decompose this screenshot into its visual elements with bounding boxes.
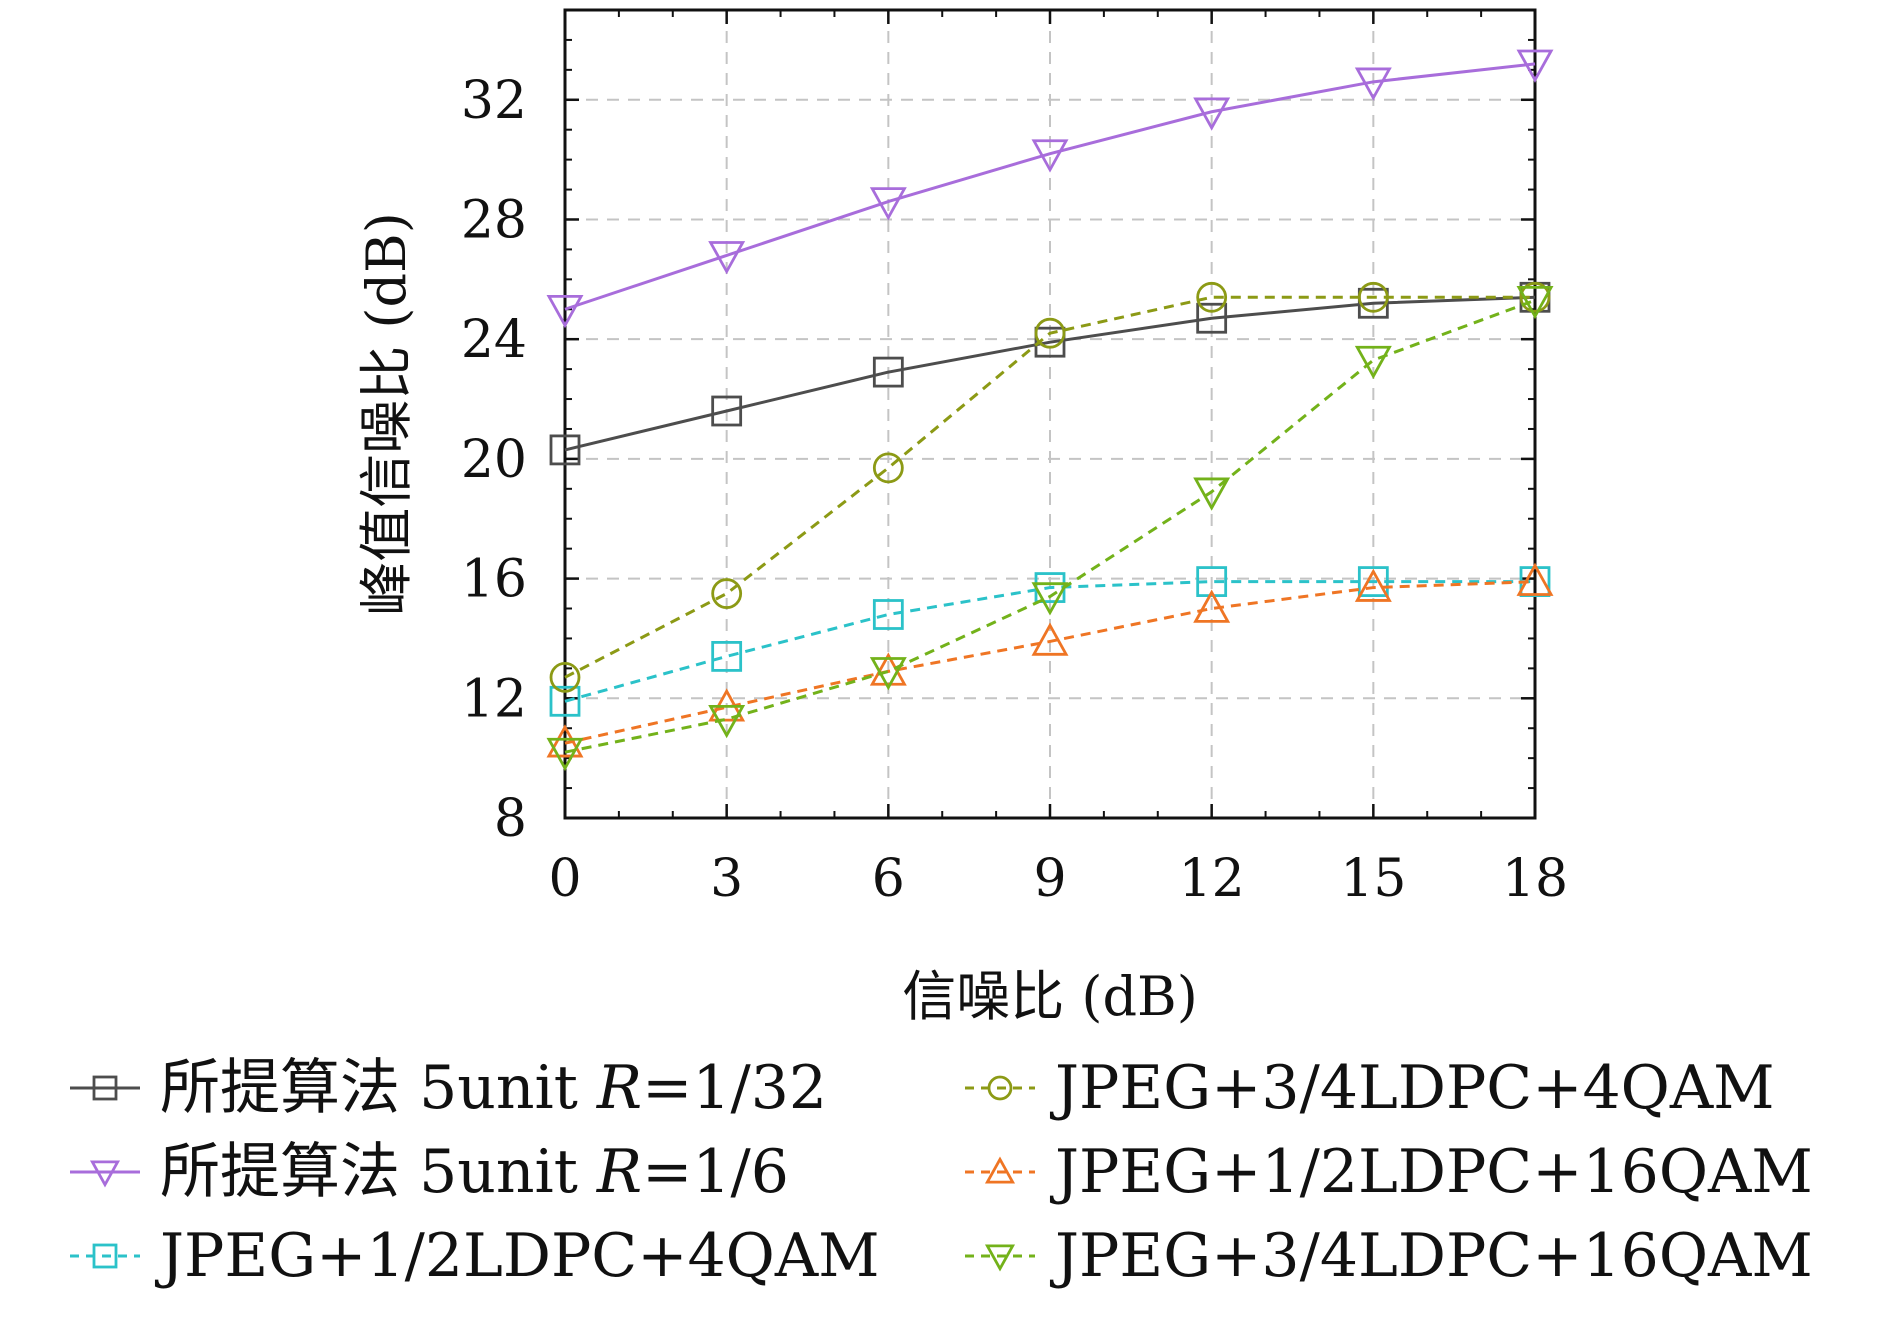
data-point — [1193, 97, 1231, 131]
y-tick-label: 12 — [461, 669, 527, 729]
legend-marker — [984, 1156, 1016, 1184]
axes: 0 3 6 9 12 15 18 8 12 16 20 24 28 32 — [461, 8, 1568, 909]
series-line — [564, 295, 1536, 452]
data-point — [1357, 281, 1389, 313]
legend-marker — [89, 1160, 121, 1188]
data-point — [708, 704, 746, 739]
legend-item-2: JPEG+1/2LDPC+4QAM — [70, 1221, 880, 1291]
data-point — [1516, 286, 1554, 320]
legend-item-1: 所提算法 5unit R=1/6 — [70, 1137, 789, 1207]
data-point — [549, 434, 581, 466]
legend-item-5: JPEG+3/4LDPC+16QAM — [965, 1221, 1813, 1291]
y-axis-title: 峰值信噪比 (dB) — [355, 212, 418, 616]
x-tick-label: 6 — [872, 849, 905, 909]
legend-label: JPEG+3/4LDPC+16QAM — [1049, 1221, 1813, 1291]
legend-item-3: JPEG+3/4LDPC+4QAM — [965, 1053, 1775, 1123]
data-point — [1034, 326, 1066, 358]
x-tick-label: 15 — [1340, 849, 1406, 909]
data-point — [869, 652, 907, 686]
y-tick-label: 24 — [461, 310, 527, 370]
data-point — [872, 452, 904, 484]
series-2 — [549, 566, 1551, 717]
series-line — [564, 62, 1536, 311]
data-point — [1031, 582, 1069, 616]
data-point — [872, 599, 904, 630]
y-tick-label: 20 — [461, 430, 527, 490]
legend-marker — [92, 1243, 118, 1269]
legend-marker — [92, 1075, 118, 1101]
series-line — [564, 580, 1536, 745]
legend-marker — [987, 1075, 1013, 1101]
data-point — [1354, 345, 1392, 380]
data-point — [872, 356, 904, 388]
series-3 — [549, 281, 1551, 693]
y-tick-label: 28 — [461, 190, 527, 250]
y-tick-label: 32 — [461, 71, 527, 131]
data-point — [1516, 562, 1554, 596]
x-tick-label: 12 — [1179, 849, 1245, 909]
data-point — [1354, 568, 1392, 602]
data-point — [1196, 566, 1228, 597]
series-line — [564, 295, 1535, 679]
x-tick-label: 3 — [710, 849, 743, 909]
x-tick-label: 18 — [1502, 849, 1568, 909]
legend-label: JPEG+1/2LDPC+4QAM — [154, 1221, 880, 1291]
data-point — [1357, 566, 1389, 597]
data-point — [1516, 49, 1554, 83]
data-point — [546, 294, 584, 329]
legend-marker — [984, 1244, 1016, 1272]
series-line — [564, 580, 1535, 703]
y-tick-label: 8 — [494, 789, 527, 849]
legend-label: 所提算法 5unit R=1/32 — [160, 1053, 827, 1123]
data-point — [1196, 302, 1228, 334]
data-point — [869, 187, 907, 221]
series-line — [564, 298, 1536, 754]
legend-label: JPEG+1/2LDPC+16QAM — [1049, 1137, 1813, 1207]
series-layer — [546, 49, 1554, 772]
legend-label: JPEG+3/4LDPC+4QAM — [1049, 1053, 1775, 1123]
data-point — [1193, 589, 1231, 623]
x-tick-label: 0 — [548, 849, 581, 909]
data-point — [549, 661, 581, 693]
data-point — [546, 724, 584, 758]
data-point — [549, 685, 581, 717]
data-point — [1193, 477, 1231, 511]
data-point — [1031, 622, 1069, 656]
legend-item-0: 所提算法 5unit R=1/32 — [70, 1053, 827, 1123]
data-point — [1031, 139, 1069, 173]
data-point — [711, 395, 743, 427]
series-1 — [546, 49, 1554, 329]
data-point — [711, 578, 743, 609]
legend: 所提算法 5unit R=1/32 所提算法 5unit R=1/6 JPEG+1/… — [70, 1053, 1813, 1291]
x-tick-label: 9 — [1033, 849, 1066, 909]
data-point — [546, 737, 584, 772]
data-point — [711, 641, 743, 672]
series-4 — [546, 562, 1554, 758]
legend-item-4: JPEG+1/2LDPC+16QAM — [965, 1137, 1813, 1207]
data-point — [1354, 67, 1392, 101]
legend-label: 所提算法 5unit R=1/6 — [160, 1137, 789, 1207]
series-5 — [546, 286, 1554, 772]
data-point — [1034, 317, 1066, 349]
data-point — [1519, 281, 1551, 313]
x-axis-title: 信噪比 (dB) — [902, 965, 1198, 1028]
y-tick-label: 16 — [461, 550, 527, 610]
data-point — [1196, 281, 1228, 313]
data-point — [708, 241, 746, 275]
data-point — [869, 657, 907, 691]
